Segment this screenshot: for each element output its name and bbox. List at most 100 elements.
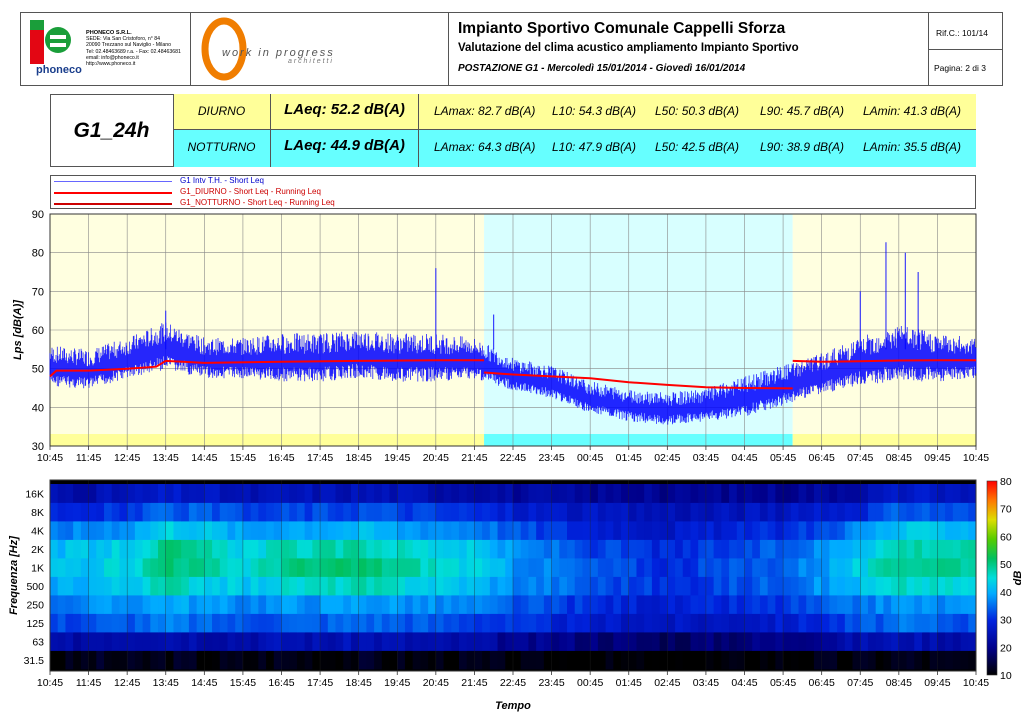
heatmap-cell [242, 502, 252, 522]
heatmap-cell [80, 595, 89, 614]
frequency-tick-label: 8K [31, 507, 44, 519]
heatmap-cell [837, 576, 846, 596]
heatmap-cell [443, 613, 452, 633]
heatmap-cell [289, 576, 298, 596]
heatmap-cell [428, 632, 437, 651]
heatmap-cell [327, 484, 336, 503]
heatmap-cell [667, 558, 676, 577]
heatmap-cell [821, 632, 830, 651]
heatmap-cell [235, 632, 244, 651]
heatmap-cell [119, 576, 128, 596]
heatmap-cell [837, 539, 846, 559]
heatmap-cell [420, 502, 429, 522]
heatmap-cell [891, 484, 900, 503]
company-logo: phoneco [28, 18, 83, 76]
heatmap-cell [412, 521, 421, 540]
heatmap-cell [690, 613, 699, 633]
heatmap-cell [898, 650, 907, 670]
heatmap-cell [651, 650, 661, 670]
heatmap-cell [57, 632, 66, 651]
heatmap-cell [790, 558, 799, 577]
heatmap-cell [867, 502, 877, 522]
heatmap-cell [119, 613, 128, 633]
heatmap-cell [181, 576, 190, 596]
heatmap-cell [50, 521, 59, 540]
heatmap-cell [891, 613, 900, 633]
heatmap-cell [644, 521, 653, 540]
x-tick-label: 02:45 [654, 452, 680, 464]
heatmap-cell [813, 484, 823, 503]
heatmap-cell [119, 632, 128, 651]
heatmap-cell [667, 613, 676, 633]
heatmap-cell [443, 484, 452, 503]
heatmap-cell [397, 576, 406, 596]
heatmap-cell [543, 539, 552, 559]
heatmap-cell [420, 595, 429, 614]
heatmap-cell [729, 484, 738, 503]
company-line: 20090 Trezzano sul Naviglio - Milano [86, 42, 172, 49]
heatmap-cell [952, 539, 961, 559]
heatmap-cell [929, 650, 938, 670]
heatmap-cell [698, 558, 707, 577]
heatmap-cell [142, 576, 151, 596]
heatmap-cell [420, 521, 429, 540]
heatmap-cell [536, 595, 545, 614]
heatmap-cell [906, 613, 915, 633]
heatmap-cell [173, 558, 182, 577]
heatmap-cell [181, 632, 190, 651]
l50-night: L50: 42.5 dB(A) [655, 140, 740, 154]
heatmap-cell [574, 484, 583, 503]
heatmap-cell [798, 632, 807, 651]
heatmap-cell [952, 502, 961, 522]
heatmap-cell [312, 521, 321, 540]
heatmap-cell [582, 595, 591, 614]
period-label-day: DIURNO [197, 104, 246, 118]
heatmap-cell [296, 521, 306, 540]
heatmap-cell [852, 521, 861, 540]
heatmap-cell [536, 632, 545, 651]
heatmap-cell [111, 484, 120, 503]
heatmap-cell [304, 613, 313, 633]
heatmap-cell [381, 632, 390, 651]
heatmap-cell [806, 558, 815, 577]
heatmap-cell [304, 484, 313, 503]
heatmap-cell [852, 558, 861, 577]
heatmap-cell [181, 539, 190, 559]
heatmap-cell [952, 521, 961, 540]
heatmap-cell [860, 539, 869, 559]
heatmap-cell [667, 595, 676, 614]
heatmap-cell [196, 558, 205, 577]
heatmap-cell [567, 595, 576, 614]
heatmap-cell [628, 632, 637, 651]
heatmap-cell [844, 613, 853, 633]
heatmap-cell [381, 613, 390, 633]
heatmap-cell [57, 539, 66, 559]
heatmap-cell [474, 595, 483, 614]
heatmap-cell [296, 558, 306, 577]
heatmap-cell [181, 502, 190, 522]
heatmap-cell [96, 484, 105, 503]
heatmap-cell [651, 539, 661, 559]
heatmap-cell [258, 502, 267, 522]
heatmap-cell [937, 650, 946, 670]
heatmap-cell [242, 558, 252, 577]
heatmap-cell [428, 613, 437, 633]
heatmap-cell [659, 484, 668, 503]
heatmap-cell [528, 595, 537, 614]
heatmap-cell [883, 539, 892, 559]
heatmap-cell [705, 650, 715, 670]
heatmap-cell [906, 650, 915, 670]
heatmap-cell [212, 484, 221, 503]
heatmap-cell [451, 502, 460, 522]
heatmap-cell [196, 576, 205, 596]
heatmap-cell [790, 502, 799, 522]
heatmap-cell [543, 632, 552, 651]
heatmap-cell [458, 576, 468, 596]
heatmap-cell [536, 650, 545, 670]
heatmap-cell [312, 613, 321, 633]
heatmap-cell [73, 576, 82, 596]
heatmap-cell [744, 613, 753, 633]
heatmap-cell [798, 484, 807, 503]
heatmap-cell [798, 576, 807, 596]
heatmap-cell [358, 576, 367, 596]
